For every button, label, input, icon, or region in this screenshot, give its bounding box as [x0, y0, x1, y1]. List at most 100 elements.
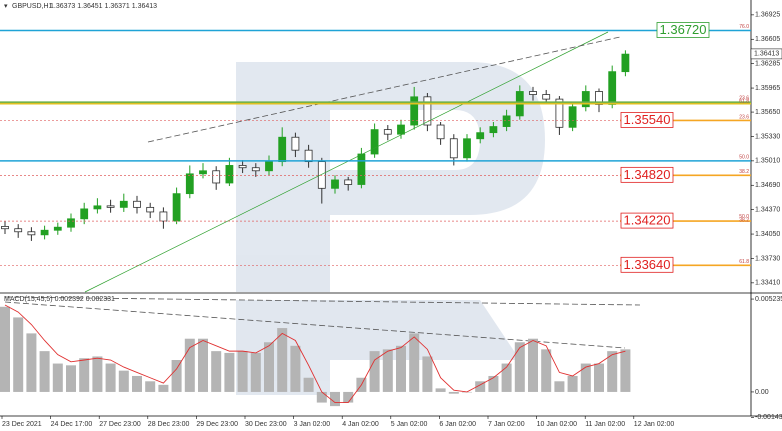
- macd-bar: [620, 349, 631, 392]
- candle-body: [317, 161, 326, 189]
- y-tick-label: 1.36285: [755, 61, 780, 68]
- level-label: 1.35540: [624, 112, 671, 127]
- macd-bar: [409, 333, 420, 392]
- candle-body: [489, 126, 498, 134]
- watermark: [236, 62, 545, 395]
- last-price-box: [750, 48, 782, 60]
- candle-body: [581, 91, 590, 108]
- level-label: 1.34220: [624, 213, 671, 228]
- fib-label: 38.2: [739, 218, 749, 224]
- macd-bar: [554, 381, 565, 392]
- macd-bar: [528, 338, 538, 392]
- candle-body: [238, 165, 247, 169]
- macd-bar: [382, 349, 393, 392]
- macd-bar: [92, 356, 103, 392]
- last-price-label: 1.36413: [754, 51, 779, 58]
- candle-body: [146, 206, 155, 213]
- y-tick-label: 0.00: [755, 389, 769, 396]
- macd-bar: [316, 391, 327, 403]
- y-tick-label: 1.35650: [755, 109, 780, 116]
- macd-bar: [211, 351, 222, 392]
- candle-body: [199, 170, 207, 175]
- candle-body: [251, 167, 260, 172]
- fib-label: 50.0: [739, 154, 749, 160]
- candle-body: [80, 208, 89, 220]
- level-label-box: [656, 22, 710, 38]
- macd-title: MACD(15,45,5) 0.002392 0.002331: [4, 296, 115, 303]
- macd-bar: [158, 384, 169, 392]
- macd-bar: [184, 338, 195, 392]
- level-label-box: [620, 112, 674, 128]
- fib-label: 50.0: [739, 214, 749, 220]
- macd-bar: [66, 365, 76, 392]
- macd-trend-line: [4, 301, 626, 349]
- level-label: 1.36720: [660, 22, 707, 37]
- macd-bar: [52, 363, 63, 392]
- candle-body: [106, 205, 115, 208]
- symbol-title: GBPUSD,H1: [12, 3, 53, 10]
- y-tick-label: 1.34370: [755, 207, 780, 214]
- y-tick-label: 1.34050: [755, 231, 780, 238]
- x-tick-label: 29 Dec 23:00: [196, 421, 238, 428]
- candle-body: [568, 106, 577, 128]
- candle-body: [463, 138, 471, 159]
- macd-bar: [79, 358, 90, 392]
- y-tick-label: 1.35330: [755, 133, 780, 140]
- y-tick-label: 1.34690: [755, 182, 780, 189]
- candle-body: [53, 226, 62, 231]
- x-tick-label: 12 Jan 02:00: [634, 421, 675, 428]
- y-tick-label: 1.36605: [755, 36, 780, 43]
- candle-body: [1, 226, 9, 230]
- x-tick-label: 4 Jan 02:00: [342, 421, 379, 428]
- candle-body: [542, 94, 551, 100]
- macd-trend-line: [4, 296, 641, 306]
- macd-bar: [607, 351, 618, 392]
- macd-bar: [13, 317, 24, 392]
- fib-label: 76.0: [739, 24, 749, 30]
- candle-body: [67, 218, 75, 228]
- y-tick-label: 1.36925: [755, 12, 780, 19]
- macd-bar: [435, 388, 446, 392]
- candle-body: [423, 96, 432, 126]
- candle-body: [265, 161, 273, 172]
- macd-bar: [171, 360, 182, 392]
- macd-bar: [145, 381, 156, 392]
- macd-bar: [567, 375, 578, 392]
- candle-body: [331, 179, 339, 189]
- x-tick-label: 7 Jan 02:00: [488, 421, 525, 428]
- macd-bar: [264, 342, 274, 392]
- macd-bar: [132, 375, 142, 392]
- candle-body: [133, 200, 141, 208]
- y-tick-label: 1.35010: [755, 158, 780, 165]
- level-label-box: [620, 212, 674, 229]
- candle-body: [621, 53, 630, 73]
- candle-body: [555, 98, 564, 128]
- x-tick-label: 28 Dec 23:00: [148, 421, 190, 428]
- candle-body: [397, 124, 405, 135]
- y-tick-label: -0.001434: [755, 414, 782, 421]
- candle-body: [357, 153, 366, 185]
- candle-body: [225, 165, 234, 184]
- macd-bar: [369, 351, 380, 392]
- macd-bar: [488, 375, 499, 392]
- candle-body: [383, 129, 392, 135]
- fib-label: 61.8: [739, 259, 749, 265]
- macd-bar: [343, 391, 354, 403]
- macd-bar: [118, 370, 129, 392]
- trend-line: [84, 31, 609, 293]
- fib-label: 23.6: [739, 115, 749, 121]
- header-arrow: ▾: [4, 3, 8, 10]
- macd-bar: [26, 333, 37, 392]
- y-tick-label: 0.005235: [755, 296, 782, 303]
- x-tick-label: 6 Jan 02:00: [439, 421, 476, 428]
- macd-bar: [277, 328, 288, 392]
- macd-bar: [594, 363, 604, 392]
- x-tick-label: 30 Dec 23:00: [245, 421, 287, 428]
- macd-bar: [422, 356, 433, 392]
- macd-bar: [250, 352, 261, 392]
- fib-label: 61.8: [739, 99, 749, 105]
- x-tick-label: 5 Jan 02:00: [391, 421, 428, 428]
- candle-body: [291, 136, 300, 151]
- y-tick-label: 1.33730: [755, 255, 780, 262]
